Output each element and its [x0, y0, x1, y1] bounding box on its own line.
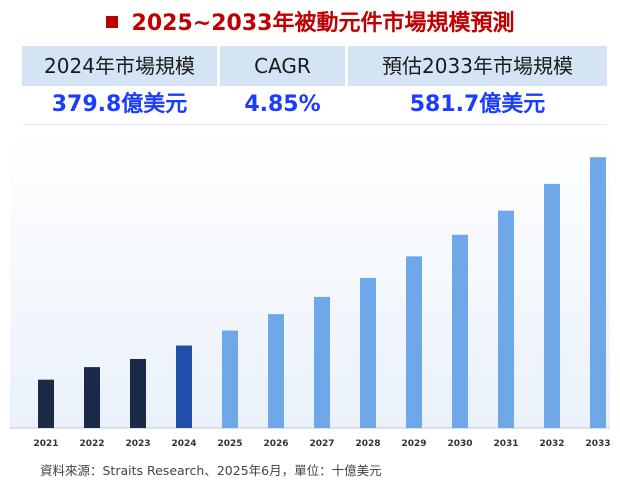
summary-header-row: 2024年市場規模 CAGR 預估2033年市場規模: [22, 46, 607, 86]
bar-2031: [498, 210, 514, 428]
value-2033-forecast: 581.7億美元: [348, 86, 607, 124]
bar-2028: [360, 277, 376, 428]
x-tick-label-2031: 2031: [493, 439, 518, 449]
x-tick-label-2026: 2026: [263, 439, 288, 449]
value-cagr: 4.85%: [220, 86, 348, 124]
bar-2030: [452, 234, 468, 428]
bar-chart: 2021 2022 2023 2024 2025 2026 2027 2028 2029 2030…: [10, 132, 611, 449]
header-2033-forecast: 預估2033年市場規模: [348, 46, 607, 86]
bar-2032: [544, 183, 560, 428]
x-tick-label-2028: 2028: [355, 439, 380, 449]
bar-2021: [38, 379, 54, 428]
bar-2033: [590, 157, 606, 429]
x-tick-label-2030: 2030: [447, 439, 472, 449]
title-square-icon: [105, 16, 118, 28]
summary-value-row: 379.8億美元 4.85% 581.7億美元: [22, 86, 607, 125]
header-2024-market-size: 2024年市場規模: [22, 46, 220, 86]
x-tick-label-2029: 2029: [401, 439, 426, 449]
bar-2026: [268, 314, 284, 428]
header-cagr: CAGR: [220, 46, 348, 86]
x-tick-label-2027: 2027: [309, 439, 334, 449]
x-tick-label-2024: 2024: [171, 439, 196, 449]
source-note: 資料來源：Straits Research、2025年6月，單位：十億美元: [40, 463, 382, 478]
x-tick-label-2023: 2023: [125, 439, 150, 449]
x-tick-label-2021: 2021: [33, 439, 58, 449]
x-tick-label-2033: 2033: [585, 439, 610, 449]
x-tick-label-2022: 2022: [79, 439, 104, 449]
chart-title: 2025~2033年被動元件市場規模預測: [0, 8, 620, 40]
bar-2027: [314, 296, 330, 428]
summary-table: 2024年市場規模 CAGR 預估2033年市場規模 379.8億美元 4.85…: [22, 46, 607, 125]
bar-2022: [84, 367, 100, 428]
bar-2023: [130, 359, 146, 428]
value-2024-market-size: 379.8億美元: [22, 86, 220, 124]
bar-2025: [222, 330, 238, 428]
title-text: 2025~2033年被動元件市場規模預測: [131, 11, 515, 36]
x-tick-label-2025: 2025: [217, 439, 242, 449]
bar-2029: [406, 256, 422, 428]
x-tick-label-2032: 2032: [539, 439, 564, 449]
bar-2024: [176, 345, 192, 428]
